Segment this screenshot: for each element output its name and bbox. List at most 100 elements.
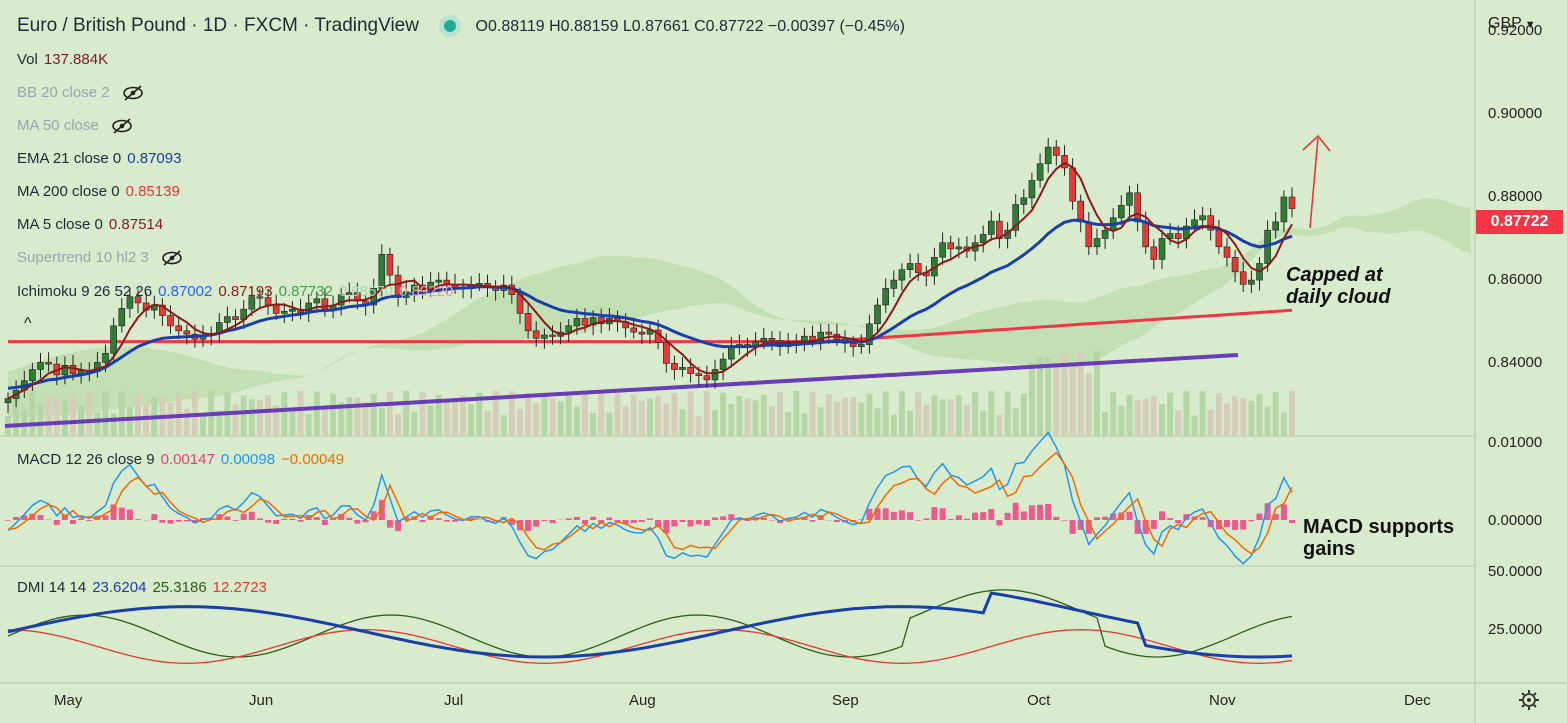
dmi-axis-tick: 50.0000 [1488,563,1543,580]
volume-bar [484,410,491,436]
hidden-eye-icon[interactable] [111,118,133,134]
candle-body [1288,196,1296,209]
volume-bar [1134,400,1141,436]
macd-histogram-bar [679,520,686,522]
macd-histogram-bar [931,507,938,520]
legend-ma200[interactable]: MA 200 close 0 0.85139 [17,183,180,200]
volume-bar [947,399,954,436]
legend-ema21[interactable]: EMA 21 close 0 0.87093 [17,150,182,167]
candle-body [394,274,402,298]
macd-histogram-bar [809,520,816,522]
volume-bar [330,393,337,436]
candle-body [703,375,711,381]
macd-histogram-bar [1175,520,1182,524]
volume-bar [1183,391,1190,436]
collapse-legend-button[interactable]: ^ [24,315,32,332]
volume-bar [980,410,987,436]
volume-bar [346,397,353,436]
legend-ma5[interactable]: MA 5 close 0 0.87514 [17,216,164,233]
candle-body [126,296,134,309]
volume-bar [858,402,865,436]
volume-bar [703,391,710,436]
macd-histogram-bar [1053,516,1060,520]
legend-bb[interactable]: BB 20 close 2 [17,84,144,101]
volume-bar [403,391,410,436]
macd-histogram-bar [695,520,702,525]
candle-body [825,331,833,335]
volume-bar [809,391,816,436]
volume-bar [216,410,223,436]
candle-body [719,358,727,370]
candle-body [1142,221,1149,248]
macd-histogram-bar [1256,513,1263,520]
macd-histogram-bar [338,514,345,520]
legend-vol[interactable]: Vol 137.884K [17,51,109,68]
macd-histogram-bar [890,511,897,520]
macd-histogram-bar [1118,512,1125,520]
volume-bar [321,408,328,436]
volume-bar [1199,391,1206,436]
macd-histogram-bar [972,512,979,520]
legend-dmi[interactable]: DMI 14 14 23.6204 25.3186 12.2723 [17,579,267,596]
macd-histogram-bar [1020,511,1027,520]
macd-histogram-bar [468,517,475,520]
legend-ichimoku[interactable]: Ichimoku 9 26 52 26 0.87002 0.87193 0.87732… [17,283,454,300]
legend-macd[interactable]: MACD 12 26 close 9 0.00147 0.00098 −0.00049 [17,451,345,468]
settings-gear-icon[interactable] [1518,689,1540,711]
macd-histogram-bar [1004,512,1011,520]
volume-bar [135,394,141,436]
candle-body [232,316,239,320]
candle-body [1053,146,1060,156]
volume-bar [248,399,255,436]
volume-bar [1045,357,1052,436]
hidden-eye-icon[interactable] [161,250,183,266]
volume-bar [70,394,76,436]
macd-histogram-bar [151,514,158,520]
candle-body [289,308,296,312]
chevron-down-icon: ▼ [1524,19,1536,31]
volume-bar [777,392,783,436]
candle-body [979,234,987,243]
hidden-eye-icon[interactable] [122,85,144,101]
macd-histogram-bar [955,515,962,520]
macd-histogram-bar [622,520,629,524]
macd-histogram-bar [354,520,361,524]
candle-body [630,327,638,333]
volume-bar [955,395,962,436]
candle-body [1061,155,1068,169]
volume-bar [297,391,304,436]
time-axis-tick: Jun [249,692,274,709]
volume-bar [931,395,938,436]
volume-bar [1061,353,1068,436]
macd-axis-tick: 0.01000 [1488,434,1543,451]
legend-ma50[interactable]: MA 50 close [17,117,133,134]
volume-bar [273,405,280,436]
time-axis-tick: Sep [832,692,859,709]
volume-bar [598,391,605,436]
volume-bar [281,392,288,436]
macd-histogram-bar [923,518,930,520]
candle-body [849,342,857,347]
volume-bar [1102,411,1109,436]
macd-histogram-bar [882,508,889,520]
volume-bar [110,413,117,436]
macd-histogram-bar [175,520,182,522]
macd-histogram-bar [768,520,775,521]
volume-bar [1077,351,1084,436]
legend-supertrend[interactable]: Supertrend 10 hl2 3 [17,249,183,266]
volume-bar [1232,396,1239,436]
candle-body [711,369,719,381]
volume-bar [923,404,930,436]
macd-histogram-bar [305,515,312,520]
candle-body [1020,197,1028,205]
symbol-title[interactable]: Euro / British Pound · 1D · FXCM · Tradi… [17,15,419,36]
currency-selector[interactable]: GBP ▼ [1488,15,1536,32]
volume-bar [492,391,499,436]
macd-histogram-bar [256,518,263,520]
macd-histogram-bar [86,520,93,521]
macd-histogram-bar [476,519,483,520]
macd-histogram-bar [752,517,759,520]
macd-histogram-bar [1150,520,1157,529]
